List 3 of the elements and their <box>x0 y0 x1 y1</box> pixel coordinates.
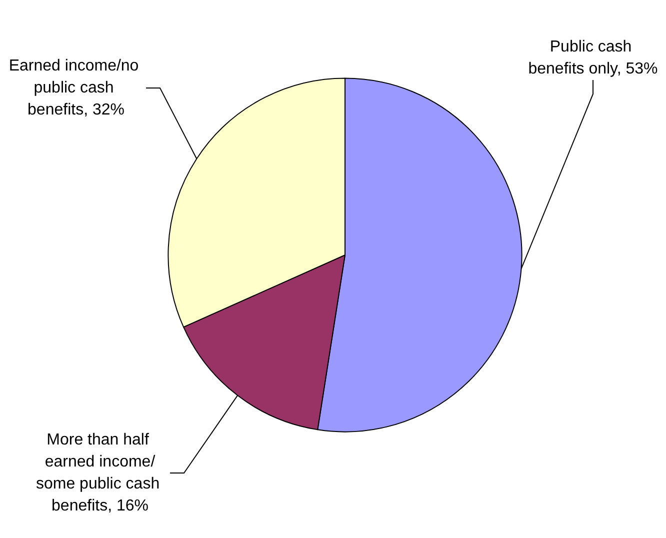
slice-label: Public cash benefits only, 53% <box>528 38 658 78</box>
slice-label: Earned income/no public cash benefits, 32% <box>8 58 144 118</box>
slice-label: More than half earned income/some public cash benefits, 16% <box>36 432 164 514</box>
